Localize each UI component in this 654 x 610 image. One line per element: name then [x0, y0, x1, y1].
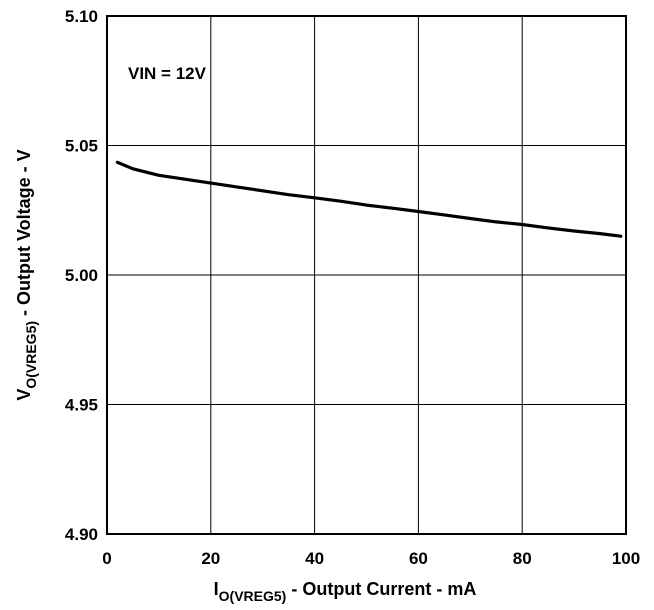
x-tick-label: 40 — [305, 549, 324, 568]
y-tick-label: 5.10 — [65, 7, 98, 26]
y-tick-label: 5.05 — [65, 137, 98, 156]
y-axis-label: VO(VREG5) - Output Voltage - V — [14, 149, 39, 400]
y-tick-label: 4.95 — [65, 396, 98, 415]
plot-frame — [106, 15, 627, 535]
x-axis-label: IO(VREG5) - Output Current - mA — [214, 579, 477, 604]
x-tick-label: 100 — [612, 549, 640, 568]
x-tick-label: 60 — [409, 549, 428, 568]
x-axis-label-main: I — [214, 579, 219, 599]
y-axis-ticks: 5.10 5.05 5.00 4.95 4.90 — [65, 7, 98, 544]
x-tick-label: 80 — [513, 549, 532, 568]
grid-lines — [107, 16, 626, 534]
x-axis-label-rest: - Output Current - mA — [286, 579, 476, 599]
x-axis-label-subscript: O(VREG5) — [219, 588, 287, 604]
y-tick-label: 5.00 — [65, 266, 98, 285]
vin-annotation: VIN = 12V — [128, 64, 207, 83]
y-axis-label-main: V — [14, 389, 34, 401]
y-axis-label-rest: - Output Voltage - V — [14, 149, 34, 321]
x-axis-ticks: 0 20 40 60 80 100 — [102, 549, 640, 568]
output-voltage-line — [115, 160, 623, 238]
y-axis-label-subscript: O(VREG5) — [23, 321, 39, 389]
x-tick-label: 0 — [102, 549, 111, 568]
x-tick-label: 20 — [201, 549, 220, 568]
y-tick-label: 4.90 — [65, 525, 98, 544]
